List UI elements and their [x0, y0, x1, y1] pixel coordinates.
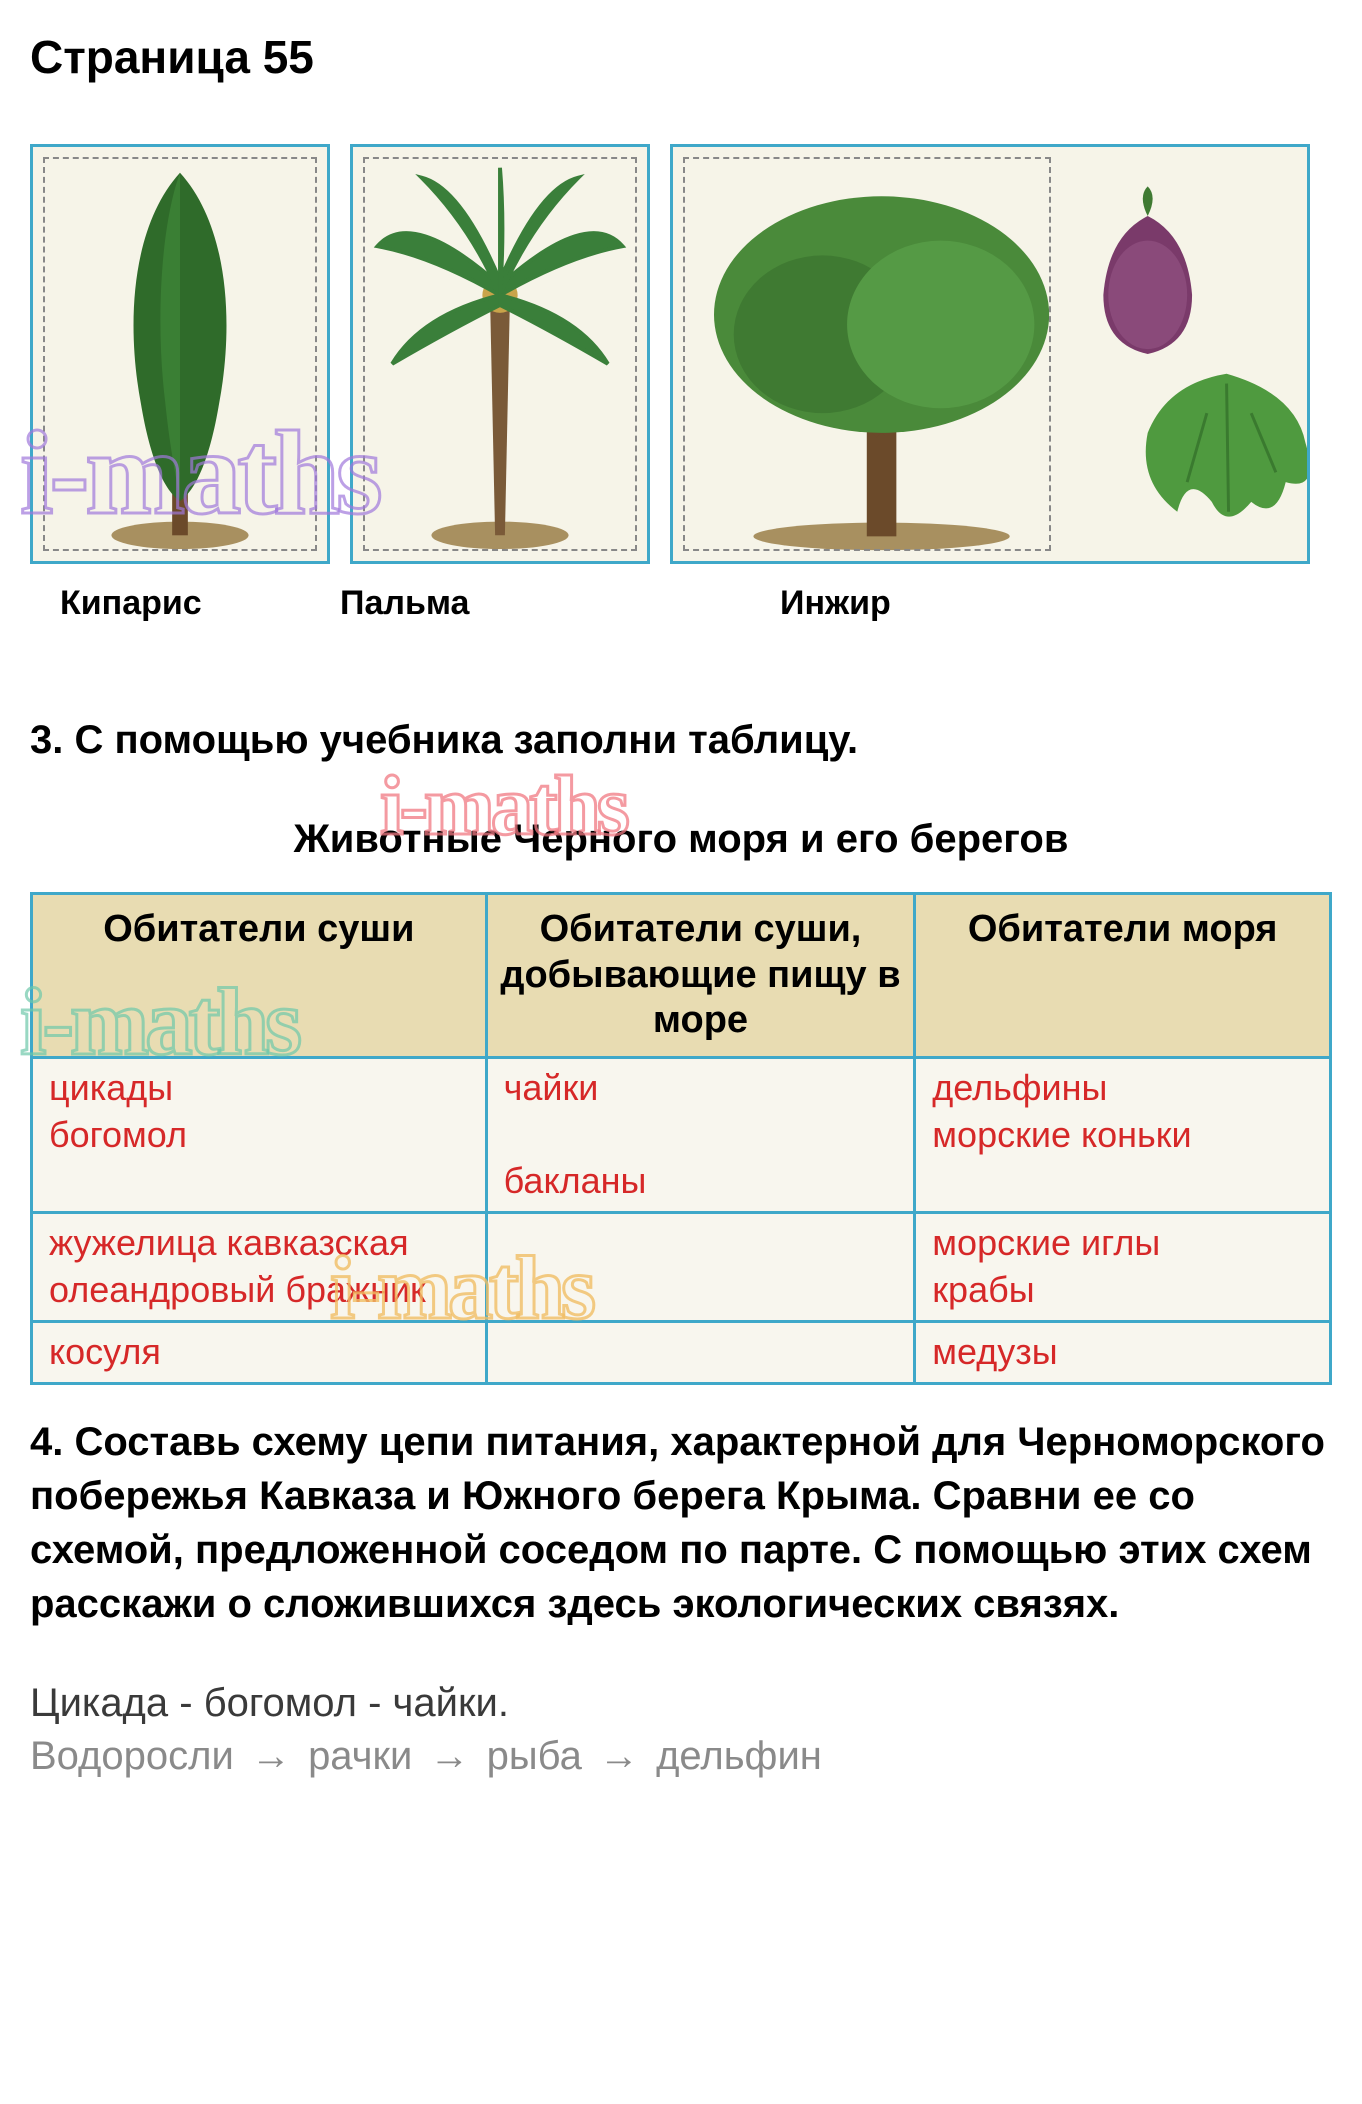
- animals-table: Обитатели суши Обитатели суши, добывающи…: [30, 892, 1332, 1385]
- arrow-icon: →: [593, 1734, 645, 1779]
- table-header-row: Обитатели суши Обитатели суши, добывающи…: [32, 894, 1331, 1058]
- table-cell: медузы: [915, 1321, 1331, 1383]
- table-cell: косуля: [32, 1321, 487, 1383]
- food-chain-2: Водоросли → рачки → рыба → дельфин: [30, 1734, 1332, 1779]
- page-title: Страница 55: [30, 30, 1332, 84]
- plant-dashed-frame: [43, 157, 317, 551]
- chain-item: рыба: [487, 1734, 582, 1778]
- arrow-icon: →: [423, 1734, 475, 1779]
- plant-label-palm: Пальма: [330, 584, 650, 623]
- table-cell: чайки бакланы: [486, 1057, 915, 1212]
- chain-item: Водоросли: [30, 1734, 234, 1778]
- plant-section: Кипарис Пальма Инжир i-maths: [30, 144, 1332, 623]
- table-cell: морские иглыкрабы: [915, 1213, 1331, 1322]
- plant-card-cypress: [30, 144, 330, 564]
- table-row: цикадыбогомол чайки бакланы дельфиныморс…: [32, 1057, 1331, 1212]
- plant-labels-row: Кипарис Пальма Инжир: [30, 584, 1332, 623]
- table-cell: жужелица кавказскаяолеандровый бражник: [32, 1213, 487, 1322]
- arrow-icon: →: [245, 1734, 297, 1779]
- table-title: Животные Черного моря и его берегов: [30, 817, 1332, 862]
- table-cell: [486, 1321, 915, 1383]
- table-row: жужелица кавказскаяолеандровый бражник м…: [32, 1213, 1331, 1322]
- table-body: цикадыбогомол чайки бакланы дельфиныморс…: [32, 1057, 1331, 1383]
- table-header: Обитатели суши, добывающие пищу в море: [486, 894, 915, 1058]
- table-cell: цикадыбогомол: [32, 1057, 487, 1212]
- plant-dashed-frame: [683, 157, 1051, 551]
- table-header: Обитатели моря: [915, 894, 1331, 1058]
- chain-item: дельфин: [656, 1734, 822, 1778]
- plant-label-cypress: Кипарис: [30, 584, 330, 623]
- plant-row: [30, 144, 1332, 564]
- table-cell: дельфиныморские коньки: [915, 1057, 1331, 1212]
- chain-item: рачки: [308, 1734, 412, 1778]
- food-chain-1: Цикада - богомол - чайки.: [30, 1681, 1332, 1726]
- question-3: 3. С помощью учебника заполни таблицу.: [30, 713, 1332, 767]
- plant-dashed-frame: [363, 157, 637, 551]
- plant-card-palm: [350, 144, 650, 564]
- table-section: Животные Черного моря и его берегов i-ma…: [30, 817, 1332, 1385]
- table-cell: [486, 1213, 915, 1322]
- plant-card-fig: [670, 144, 1310, 564]
- question-4: 4. Составь схему цепи питания, характерн…: [30, 1415, 1332, 1631]
- table-header: Обитатели суши: [32, 894, 487, 1058]
- plant-label-fig: Инжир: [650, 584, 891, 623]
- table-row: косуля медузы: [32, 1321, 1331, 1383]
